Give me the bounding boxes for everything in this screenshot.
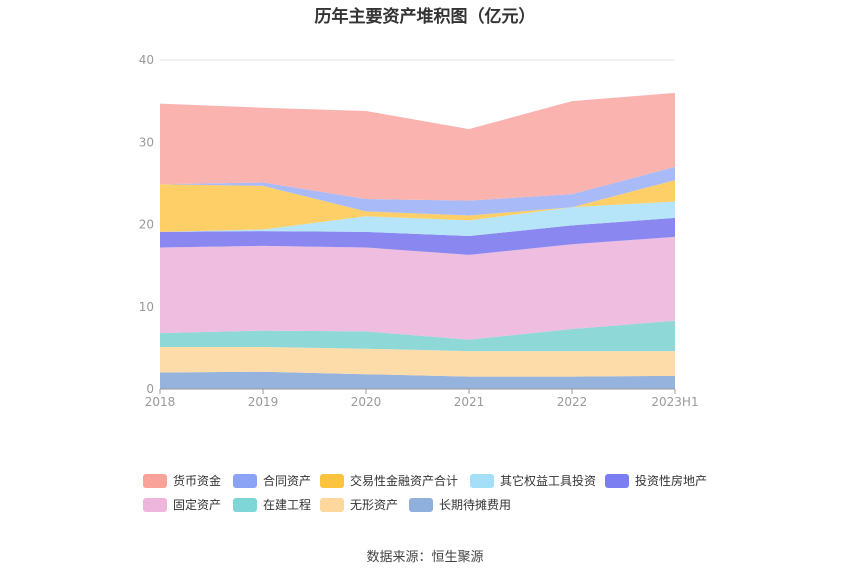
x-tick-label: 2022 [557, 395, 588, 409]
legend-swatch [143, 497, 167, 512]
legend-label: 货币资金 [173, 474, 222, 488]
legend-swatch [470, 473, 494, 488]
x-tick-label: 2023H1 [651, 395, 698, 409]
legend-label: 长期待摊费用 [439, 498, 512, 512]
legend-swatch [233, 497, 257, 512]
x-tick-label: 2018 [145, 395, 176, 409]
y-tick-label: 20 [139, 218, 154, 232]
legend-item[interactable]: 投资性房地产 [605, 472, 707, 489]
y-tick-label: 0 [146, 382, 154, 396]
chart-title: 历年主要资产堆积图（亿元） [314, 7, 536, 27]
legend-item[interactable]: 长期待摊费用 [409, 496, 511, 513]
legend-item[interactable]: 其它权益工具投资 [470, 472, 596, 489]
legend-item[interactable]: 在建工程 [233, 496, 311, 513]
legend-label: 其它权益工具投资 [500, 474, 597, 488]
legend-item[interactable]: 固定资产 [143, 496, 221, 513]
legend-label: 合同资产 [263, 474, 312, 488]
area-series-6 [160, 201, 675, 237]
legend-swatch [320, 497, 344, 512]
y-tick-label: 30 [139, 135, 154, 149]
x-tick-label: 2020 [351, 395, 382, 409]
legend-item[interactable]: 交易性金融资产合计 [320, 472, 458, 489]
area-series-9 [160, 92, 675, 201]
area-series-1 [160, 371, 675, 389]
y-tick-label: 40 [139, 53, 154, 67]
legend-label: 投资性房地产 [635, 474, 708, 488]
legend-swatch [409, 497, 433, 512]
axis-layer: 0 10 20 30 40 2018 2019 2020 2021 2022 2023H1 [139, 53, 699, 409]
legend-item[interactable]: 无形资产 [320, 496, 398, 513]
legend-item[interactable]: 货币资金 [143, 472, 221, 489]
y-tick-label: 10 [139, 300, 154, 314]
legend-label: 无形资产 [350, 498, 399, 512]
area-series-8 [160, 166, 675, 216]
legend-swatch [143, 473, 167, 488]
legend-swatch [605, 473, 629, 488]
legend-label: 在建工程 [263, 498, 312, 512]
x-tick-label: 2021 [454, 395, 485, 409]
x-tick-label: 2019 [248, 395, 279, 409]
source-note: 数据来源：恒生聚源 [366, 550, 484, 565]
legend-label: 交易性金融资产合计 [350, 474, 459, 488]
legend-item[interactable]: 合同资产 [233, 472, 311, 489]
area-series-5 [160, 217, 675, 255]
legend-swatch [233, 473, 257, 488]
area-series-2 [160, 347, 675, 377]
area-series-7 [160, 180, 675, 232]
legend-swatch [320, 473, 344, 488]
area-series-4 [160, 236, 675, 340]
area-series-3 [160, 320, 675, 352]
area-layer [160, 92, 675, 389]
legend-label: 固定资产 [173, 498, 222, 512]
